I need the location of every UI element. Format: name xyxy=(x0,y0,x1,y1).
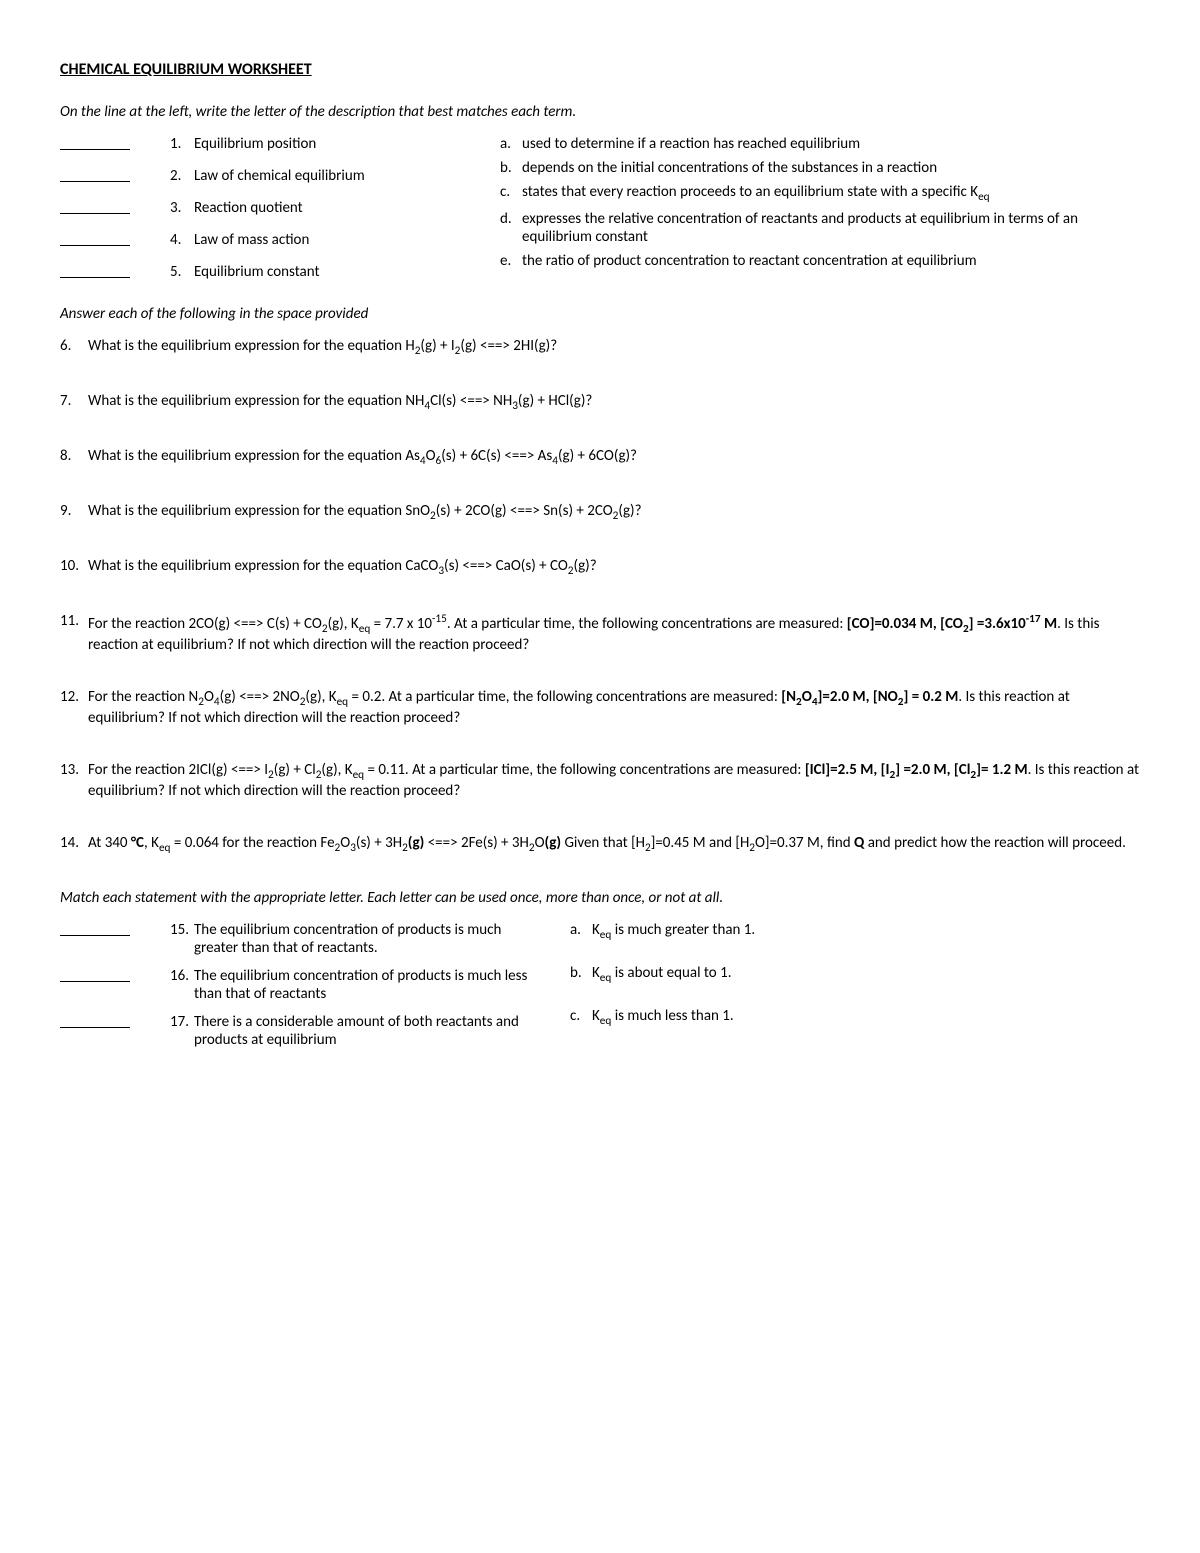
answer-blank[interactable] xyxy=(60,167,130,182)
question-number: 7. xyxy=(60,392,88,410)
question-text: What is the equilibrium expression for t… xyxy=(88,502,1140,523)
term-text: Equilibrium position xyxy=(194,135,316,153)
option-letter: a. xyxy=(570,921,592,939)
instructions-2: Answer each of the following in the spac… xyxy=(60,305,1140,323)
term-number: 5. xyxy=(170,263,194,281)
questions-section: 6.What is the equilibrium expression for… xyxy=(60,337,1140,855)
match-term-row: 2.Law of chemical equilibrium xyxy=(60,167,480,185)
matching-section-1: 1.Equilibrium position2.Law of chemical … xyxy=(60,135,1140,295)
match2-option-row: c.Keq is much less than 1. xyxy=(570,1007,1140,1028)
question-row: 7.What is the equilibrium expression for… xyxy=(60,392,1140,413)
answer-blank[interactable] xyxy=(60,263,130,278)
question-row: 8.What is the equilibrium expression for… xyxy=(60,447,1140,468)
term-text: Law of mass action xyxy=(194,231,309,249)
match-def-row: a.used to determine if a reaction has re… xyxy=(500,135,1140,153)
def-letter: d. xyxy=(500,210,522,228)
question-text: At 340 °C, Keq = 0.064 for the reaction … xyxy=(88,834,1140,855)
question-text: What is the equilibrium expression for t… xyxy=(88,337,1140,358)
option-text: Keq is about equal to 1. xyxy=(592,964,1140,985)
answer-blank[interactable] xyxy=(60,967,130,982)
match-term-row: 3.Reaction quotient xyxy=(60,199,480,217)
option-text: Keq is much less than 1. xyxy=(592,1007,1140,1028)
answer-blank[interactable] xyxy=(60,199,130,214)
def-text: expresses the relative concentration of … xyxy=(522,210,1140,246)
statement-number: 15. xyxy=(170,921,194,939)
question-text: What is the equilibrium expression for t… xyxy=(88,447,1140,468)
question-text: For the reaction 2ICl(g) <==> I2(g) + Cl… xyxy=(88,761,1140,800)
match-terms-column: 1.Equilibrium position2.Law of chemical … xyxy=(60,135,480,295)
match2-statement-row: 15.The equilibrium concentration of prod… xyxy=(60,921,530,957)
matching-section-2: 15.The equilibrium concentration of prod… xyxy=(60,921,1140,1059)
def-text: depends on the initial concentrations of… xyxy=(522,159,1140,177)
answer-blank[interactable] xyxy=(60,135,130,150)
question-number: 14. xyxy=(60,834,88,852)
match-def-row: c.states that every reaction proceeds to… xyxy=(500,183,1140,204)
question-row: 13.For the reaction 2ICl(g) <==> I2(g) +… xyxy=(60,761,1140,800)
match-def-row: d.expresses the relative concentration o… xyxy=(500,210,1140,246)
question-number: 12. xyxy=(60,688,88,706)
term-number: 4. xyxy=(170,231,194,249)
statement-number: 17. xyxy=(170,1013,194,1031)
term-text: Equilibrium constant xyxy=(194,263,320,281)
question-number: 13. xyxy=(60,761,88,779)
question-text: What is the equilibrium expression for t… xyxy=(88,557,1140,578)
match2-option-row: b.Keq is about equal to 1. xyxy=(570,964,1140,985)
statement-text: The equilibrium concentration of product… xyxy=(194,967,530,1003)
question-row: 9.What is the equilibrium expression for… xyxy=(60,502,1140,523)
match2-options-column: a.Keq is much greater than 1. b.Keq is ab… xyxy=(570,921,1140,1059)
instructions-3: Match each statement with the appropriat… xyxy=(60,889,1140,907)
question-row: 6.What is the equilibrium expression for… xyxy=(60,337,1140,358)
def-text: the ratio of product concentration to re… xyxy=(522,252,1140,270)
match-def-row: e.the ratio of product concentration to … xyxy=(500,252,1140,270)
def-letter: e. xyxy=(500,252,522,270)
answer-blank[interactable] xyxy=(60,921,130,936)
question-number: 8. xyxy=(60,447,88,465)
question-number: 11. xyxy=(60,612,88,630)
worksheet-title: CHEMICAL EQUILIBRIUM WORKSHEET xyxy=(60,60,1140,79)
statement-number: 16. xyxy=(170,967,194,985)
def-letter: c. xyxy=(500,183,522,201)
answer-blank[interactable] xyxy=(60,1013,130,1028)
statement-text: There is a considerable amount of both r… xyxy=(194,1013,530,1049)
match2-statements-column: 15.The equilibrium concentration of prod… xyxy=(60,921,530,1059)
term-text: Reaction quotient xyxy=(194,199,303,217)
def-text: used to determine if a reaction has reac… xyxy=(522,135,1140,153)
term-number: 2. xyxy=(170,167,194,185)
question-text: What is the equilibrium expression for t… xyxy=(88,392,1140,413)
match2-statement-row: 17.There is a considerable amount of bot… xyxy=(60,1013,530,1049)
match-term-row: 5.Equilibrium constant xyxy=(60,263,480,281)
question-number: 9. xyxy=(60,502,88,520)
option-letter: b. xyxy=(570,964,592,982)
term-text: Law of chemical equilibrium xyxy=(194,167,365,185)
question-row: 10.What is the equilibrium expression fo… xyxy=(60,557,1140,578)
match-defs-column: a.used to determine if a reaction has re… xyxy=(500,135,1140,295)
option-letter: c. xyxy=(570,1007,592,1025)
match-term-row: 1.Equilibrium position xyxy=(60,135,480,153)
def-letter: b. xyxy=(500,159,522,177)
statement-text: The equilibrium concentration of product… xyxy=(194,921,530,957)
question-text: For the reaction N2O4(g) <==> 2NO2(g), K… xyxy=(88,688,1140,727)
question-text: For the reaction 2CO(g) <==> C(s) + CO2(… xyxy=(88,612,1140,654)
question-row: 11.For the reaction 2CO(g) <==> C(s) + C… xyxy=(60,612,1140,654)
question-row: 14.At 340 °C, Keq = 0.064 for the reacti… xyxy=(60,834,1140,855)
def-text: states that every reaction proceeds to a… xyxy=(522,183,1140,204)
question-row: 12.For the reaction N2O4(g) <==> 2NO2(g)… xyxy=(60,688,1140,727)
term-number: 1. xyxy=(170,135,194,153)
match2-option-row: a.Keq is much greater than 1. xyxy=(570,921,1140,942)
match-def-row: b.depends on the initial concentrations … xyxy=(500,159,1140,177)
match2-statement-row: 16.The equilibrium concentration of prod… xyxy=(60,967,530,1003)
answer-blank[interactable] xyxy=(60,231,130,246)
question-number: 10. xyxy=(60,557,88,575)
option-text: Keq is much greater than 1. xyxy=(592,921,1140,942)
def-letter: a. xyxy=(500,135,522,153)
question-number: 6. xyxy=(60,337,88,355)
term-number: 3. xyxy=(170,199,194,217)
match-term-row: 4.Law of mass action xyxy=(60,231,480,249)
instructions-1: On the line at the left, write the lette… xyxy=(60,103,1140,121)
